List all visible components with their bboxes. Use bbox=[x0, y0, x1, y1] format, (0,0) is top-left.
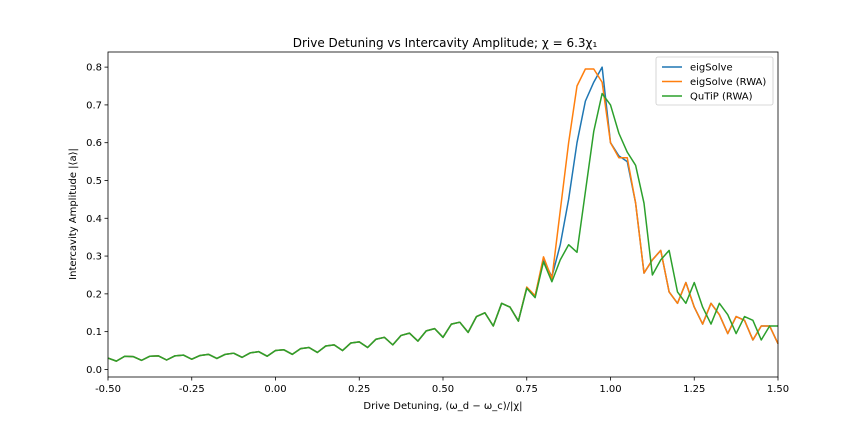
x-tick-label: 1.00 bbox=[599, 384, 621, 395]
x-tick-label: 0.00 bbox=[264, 384, 286, 395]
x-tick-label: 0.50 bbox=[432, 384, 454, 395]
y-tick-label: 0.3 bbox=[86, 252, 102, 263]
y-tick-label: 0.0 bbox=[86, 365, 102, 376]
legend: eigSolve eigSolve (RWA) QuTiP (RWA) bbox=[655, 56, 774, 106]
y-axis: 0.0 0.1 0.2 0.3 0.4 0.5 0.6 0.7 0.8 bbox=[86, 63, 108, 376]
y-tick-label: 0.5 bbox=[86, 176, 102, 187]
x-tick-label: 1.25 bbox=[683, 384, 705, 395]
y-tick-label: 0.7 bbox=[86, 100, 102, 111]
plot-area bbox=[107, 66, 779, 362]
y-tick-label: 0.4 bbox=[86, 214, 102, 225]
x-axis: -0.50 -0.25 0.00 0.25 0.50 0.75 1.00 1.25 1.50 bbox=[95, 377, 789, 395]
series-line-2 bbox=[107, 68, 779, 362]
series-line-3 bbox=[107, 92, 778, 362]
series-line-1 bbox=[107, 66, 779, 362]
x-tick-label: -0.25 bbox=[179, 384, 205, 395]
y-axis-label: Intercavity Amplitude |⟨a⟩| bbox=[68, 148, 79, 280]
legend-entry: eigSolve (RWA) bbox=[690, 77, 766, 88]
x-tick-label: -0.50 bbox=[95, 384, 121, 395]
y-tick-label: 0.8 bbox=[86, 63, 102, 74]
legend-entry: QuTiP (RWA) bbox=[690, 92, 753, 103]
legend-entry: eigSolve bbox=[690, 63, 733, 74]
x-tick-label: 0.75 bbox=[516, 384, 538, 395]
x-tick-label: 0.25 bbox=[348, 384, 370, 395]
legend-box bbox=[655, 56, 774, 106]
x-axis-label: Drive Detuning, (ω_d − ω_c)/|χ| bbox=[363, 401, 522, 412]
y-tick-label: 0.6 bbox=[86, 138, 102, 149]
y-tick-label: 0.2 bbox=[86, 289, 102, 300]
y-tick-label: 0.1 bbox=[86, 327, 102, 338]
x-tick-label: 1.50 bbox=[767, 384, 789, 395]
chart-title: Drive Detuning vs Intercavity Amplitude;… bbox=[293, 36, 598, 50]
